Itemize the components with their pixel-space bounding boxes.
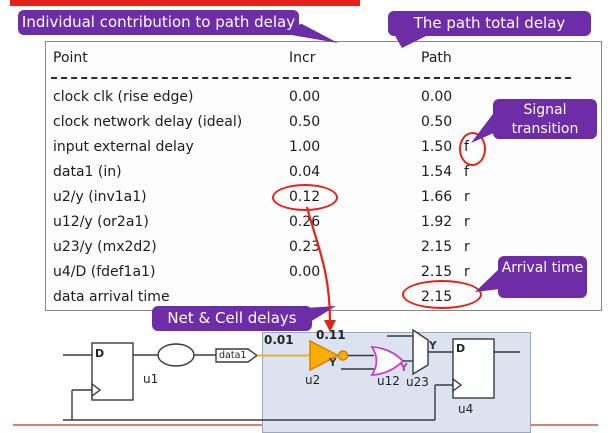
clock-triangle-u1 — [91, 382, 102, 398]
cell-path: 2.15 — [421, 264, 453, 280]
cell-incr: 0.00 — [289, 89, 321, 105]
cell-path: 0.00 — [421, 89, 453, 105]
report-rows: clock clk (rise edge) 0.00 0.00 clock netwo… — [46, 85, 601, 310]
red-circle-transition-flag — [459, 132, 486, 166]
report-row: input external delay 1.00 1.50 f — [46, 135, 601, 160]
label-u23: u23 — [406, 375, 429, 389]
label-data1: data1 — [219, 350, 247, 361]
callout-signal-transition: Signal transition — [493, 99, 597, 139]
report-row: clock clk (rise edge) 0.00 0.00 — [46, 85, 601, 110]
cell-point: u4/D (fdef1a1) — [53, 264, 156, 280]
callout-arrival-time: Arrival time — [498, 256, 587, 298]
cell-incr: 0.26 — [289, 214, 321, 230]
cell-path: 1.54 — [421, 164, 453, 180]
cell-point: clock clk (rise edge) — [53, 89, 194, 105]
callout-net-cell-delays: Net & Cell delays — [152, 306, 312, 331]
column-header-incr: Incr — [289, 50, 316, 66]
cell-incr: 0.50 — [289, 114, 321, 130]
cell-path: 1.50 — [421, 139, 453, 155]
pin-y-u12: Y — [400, 362, 408, 374]
cell-transition: r — [464, 239, 470, 255]
label-u12: u12 — [377, 374, 400, 388]
cell-point: input external delay — [53, 139, 194, 155]
cell-point: data1 (in) — [53, 164, 122, 180]
cell-path: 1.66 — [421, 189, 453, 205]
cell-path: 2.15 — [421, 239, 453, 255]
cell-point: data arrival time — [53, 289, 170, 305]
callout-incr-contribution: Individual contribution to path delay — [18, 10, 299, 35]
red-circle-incr-value — [272, 184, 338, 211]
cell-incr: 1.00 — [289, 139, 321, 155]
pin-d-u4: D — [456, 342, 466, 355]
cell-path: 0.50 — [421, 114, 453, 130]
report-row: u12/y (or2a1) 0.26 1.92 r — [46, 210, 601, 235]
cell-transition: f — [464, 164, 469, 180]
cell-point: u23/y (mx2d2) — [53, 239, 157, 255]
net-bubble — [157, 343, 195, 367]
cell-incr: 0.00 — [289, 264, 321, 280]
pin-d-u1: D — [95, 347, 105, 360]
red-circle-arrival-value — [402, 280, 482, 309]
column-header-point: Point — [53, 50, 88, 66]
cell-incr: 0.04 — [289, 164, 321, 180]
header-divider — [51, 77, 571, 79]
label-net-delay: 0.01 — [264, 333, 294, 347]
label-u1: u1 — [143, 372, 159, 386]
cell-point: u12/y (or2a1) — [53, 214, 149, 230]
pin-y-u2: Y — [329, 357, 337, 369]
label-u2: u2 — [305, 373, 321, 387]
report-row: clock network delay (ideal) 0.50 0.50 — [46, 110, 601, 135]
column-header-path: Path — [421, 50, 452, 66]
report-row: data1 (in) 0.04 1.54 f — [46, 160, 601, 185]
label-cell-delay: 0.11 — [316, 328, 346, 342]
label-u4: u4 — [458, 402, 474, 416]
cell-transition: r — [464, 264, 470, 280]
cell-point: u2/y (inv1a1) — [53, 189, 147, 205]
top-red-bar — [10, 0, 360, 6]
callout-path-total: The path total delay — [388, 11, 591, 36]
pin-y-u23: Y — [429, 340, 437, 352]
cell-transition: r — [464, 189, 470, 205]
cell-path: 1.92 — [421, 214, 453, 230]
cell-incr: 0.23 — [289, 239, 321, 255]
cell-transition: r — [464, 214, 470, 230]
cell-point: clock network delay (ideal) — [53, 114, 243, 130]
